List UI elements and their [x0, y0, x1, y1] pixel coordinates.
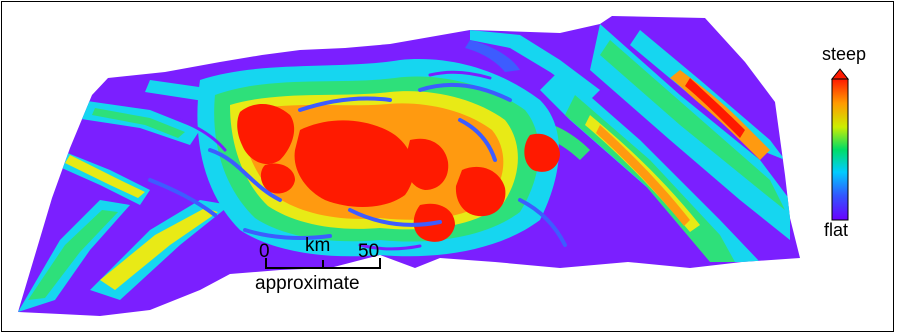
scale-start-label: 0	[259, 241, 270, 262]
legend-arrow-tip	[830, 68, 850, 80]
scale-bar	[265, 258, 381, 269]
legend-bottom-label: flat	[824, 220, 849, 240]
scale-unit-label: km	[305, 235, 331, 256]
legend-color-bar	[831, 78, 849, 221]
scale-end-label: 50	[358, 241, 380, 262]
scale-note: approximate	[255, 273, 360, 294]
legend-top-label: steep	[822, 44, 867, 64]
